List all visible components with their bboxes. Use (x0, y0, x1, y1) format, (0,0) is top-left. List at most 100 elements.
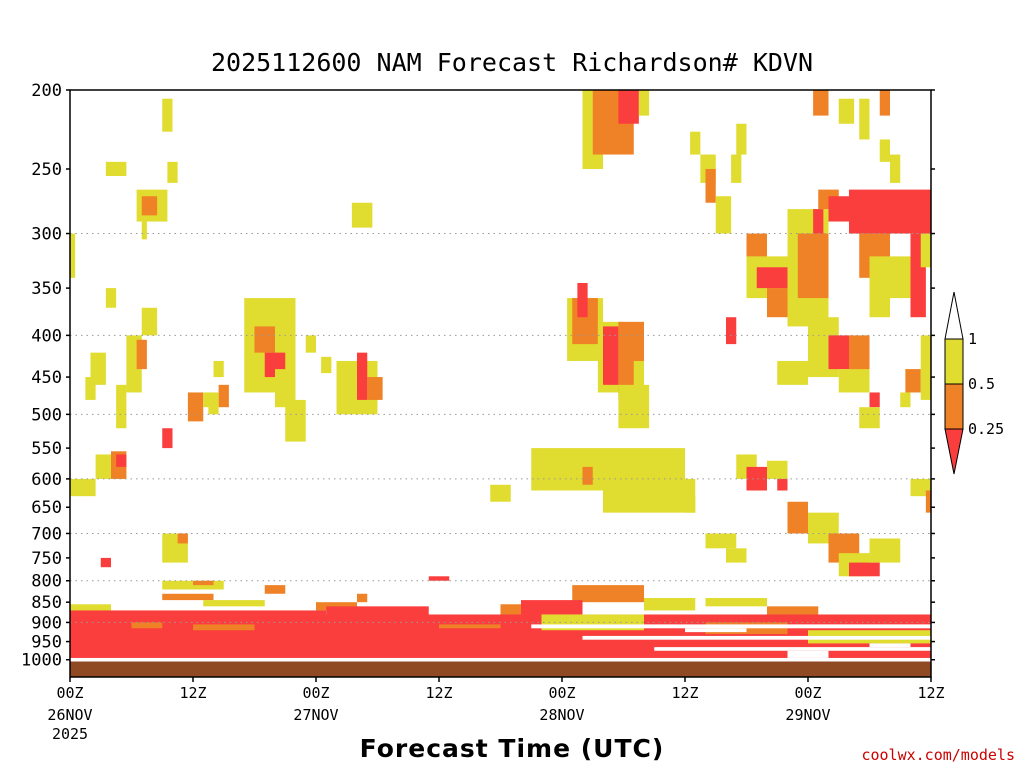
x-tick-year: 2025 (52, 725, 88, 743)
ri-cell (920, 233, 931, 268)
y-tick-label: 800 (31, 572, 62, 592)
ri-cell (890, 256, 911, 299)
ri-cell (428, 576, 450, 581)
y-tick-label: 250 (31, 160, 62, 180)
ri-cell (100, 557, 111, 568)
ri-cell (131, 622, 163, 629)
ri-cell (351, 202, 373, 228)
ri-stable-band (869, 643, 911, 648)
ri-cell (116, 454, 127, 467)
y-axis: 200 250 300 350 400 450 500 550 600 650 700 750 8008… (21, 81, 935, 671)
ri-cell (193, 624, 255, 631)
ri-cell (879, 139, 890, 162)
ri-cell (357, 352, 368, 400)
legend-label: 0.5 (968, 375, 995, 393)
ri-cell (618, 90, 639, 124)
ri-cell (638, 90, 650, 116)
ri-cell (141, 196, 158, 216)
ri-cell (869, 392, 880, 408)
ri-cell (187, 392, 204, 422)
ri-cell (925, 490, 931, 513)
ri-cell (70, 233, 76, 278)
ri-stable-band (531, 624, 931, 629)
ri-cell (849, 189, 931, 234)
ri-cell (177, 533, 188, 544)
ri-cell (116, 384, 127, 429)
x-tick-date: 27NOV (293, 706, 338, 724)
ri-cell (70, 610, 327, 615)
y-tick-label: 650 (31, 498, 62, 518)
ri-cell (582, 466, 593, 485)
x-tick-label: 00Z (56, 684, 83, 702)
ri-cell (162, 98, 173, 132)
ri-cell (767, 460, 788, 479)
ri-cell (141, 221, 147, 240)
ri-cell (264, 585, 286, 594)
ri-cell (70, 478, 96, 497)
ri-cell (690, 131, 701, 155)
ri-cell (357, 593, 368, 603)
x-tick-date: 26NOV (47, 706, 92, 724)
y-tick-label: 300 (31, 225, 62, 245)
ri-cell (905, 369, 921, 393)
ground-surface (70, 661, 931, 677)
y-tick-label: 750 (31, 549, 62, 569)
legend-swatch-lt0.25 (944, 428, 964, 475)
ri-cell (90, 352, 106, 385)
x-tick-date: 28NOV (539, 706, 584, 724)
ri-cell (577, 283, 588, 318)
ri-cell (726, 548, 747, 563)
y-tick-label: 350 (31, 279, 62, 299)
ri-cell (321, 356, 332, 374)
ri-cell (218, 384, 229, 408)
ri-cell (920, 335, 931, 400)
legend-label: 1 (968, 330, 977, 348)
data-layer (70, 90, 931, 662)
ri-cell (105, 161, 127, 177)
ri-stable-band (654, 647, 931, 651)
ri-cell (777, 478, 788, 491)
ri-cell (705, 168, 716, 203)
ri-cell (490, 484, 511, 502)
ri-cell (746, 466, 767, 491)
ri-cell (521, 600, 583, 615)
ri-cell (756, 267, 788, 289)
ri-cell (736, 123, 747, 155)
ri-cell (849, 562, 880, 577)
ri-cell (813, 90, 829, 116)
x-tick-label: 00Z (548, 684, 575, 702)
ri-cell (869, 256, 890, 318)
ri-cell (879, 90, 890, 116)
x-tick-label: 00Z (302, 684, 329, 702)
ri-stable-band (787, 650, 829, 658)
x-tick-label: 12Z (671, 684, 698, 702)
x-tick-label: 00Z (794, 684, 821, 702)
ri-cell (136, 339, 147, 370)
y-tick-label: 1000 (21, 651, 62, 671)
y-tick-label: 950 (31, 633, 62, 653)
ri-cell (305, 335, 316, 353)
y-tick-label: 900 (31, 613, 62, 633)
ri-stable-band (685, 628, 747, 633)
ri-cell (838, 98, 855, 124)
ri-cell (828, 196, 849, 222)
ri-cell (208, 392, 219, 415)
ri-cell (838, 369, 870, 393)
legend-swatch-0.5 (944, 338, 964, 385)
ground-layer (70, 661, 931, 677)
ri-cell (828, 335, 849, 370)
ri-cell (767, 288, 788, 318)
y-tick-label: 600 (31, 470, 62, 490)
ri-cell (141, 307, 158, 336)
y-tick-label: 500 (31, 405, 62, 425)
ri-cell (787, 501, 808, 534)
ri-cell (685, 496, 696, 513)
ri-cell (85, 377, 96, 400)
legend-swatch-0.25 (944, 383, 964, 430)
y-tick-label: 850 (31, 593, 62, 613)
ri-cell (162, 428, 173, 449)
ri-cell (603, 478, 696, 513)
grid-layer (70, 233, 931, 623)
